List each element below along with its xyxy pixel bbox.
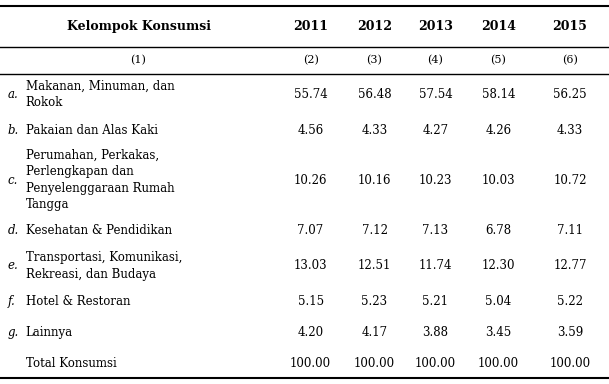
Text: (3): (3) <box>367 55 382 66</box>
Text: Kelompok Konsumsi: Kelompok Konsumsi <box>66 20 211 33</box>
Text: Perumahan, Perkakas,
Perlengkapan dan
Penyelenggaraan Rumah
Tangga: Perumahan, Perkakas, Perlengkapan dan Pe… <box>26 149 174 212</box>
Text: 5.21: 5.21 <box>423 295 448 308</box>
Text: 11.74: 11.74 <box>418 260 452 273</box>
Text: 2012: 2012 <box>357 20 392 33</box>
Text: 5.22: 5.22 <box>557 295 583 308</box>
Text: 100.00: 100.00 <box>354 357 395 370</box>
Text: 56.48: 56.48 <box>357 88 392 101</box>
Text: b.: b. <box>7 124 18 137</box>
Text: 2011: 2011 <box>293 20 328 33</box>
Text: (1): (1) <box>130 55 147 66</box>
Text: 100.00: 100.00 <box>290 357 331 370</box>
Text: 5.15: 5.15 <box>298 295 323 308</box>
Text: 3.59: 3.59 <box>557 326 583 339</box>
Text: 12.77: 12.77 <box>553 260 587 273</box>
Text: 2014: 2014 <box>481 20 516 33</box>
Text: 4.33: 4.33 <box>557 124 583 137</box>
Text: a.: a. <box>7 88 18 101</box>
Text: d.: d. <box>7 224 18 237</box>
Text: 13.03: 13.03 <box>294 260 328 273</box>
Text: 100.00: 100.00 <box>478 357 519 370</box>
Text: 3.45: 3.45 <box>485 326 512 339</box>
Text: 7.12: 7.12 <box>362 224 387 237</box>
Text: 4.20: 4.20 <box>298 326 323 339</box>
Text: 58.14: 58.14 <box>482 88 515 101</box>
Text: Transportasi, Komunikasi,
Rekreasi, dan Budaya: Transportasi, Komunikasi, Rekreasi, dan … <box>26 251 182 281</box>
Text: Pakaian dan Alas Kaki: Pakaian dan Alas Kaki <box>26 124 158 137</box>
Text: Makanan, Minuman, dan
Rokok: Makanan, Minuman, dan Rokok <box>26 79 174 109</box>
Text: 4.56: 4.56 <box>297 124 324 137</box>
Text: 4.17: 4.17 <box>362 326 387 339</box>
Text: (6): (6) <box>562 55 578 66</box>
Text: 10.72: 10.72 <box>553 174 587 187</box>
Text: 10.23: 10.23 <box>418 174 452 187</box>
Text: 100.00: 100.00 <box>549 357 591 370</box>
Text: (2): (2) <box>303 55 319 66</box>
Text: 4.27: 4.27 <box>423 124 448 137</box>
Text: Kesehatan & Pendidikan: Kesehatan & Pendidikan <box>26 224 172 237</box>
Text: 6.78: 6.78 <box>485 224 512 237</box>
Text: 2013: 2013 <box>418 20 453 33</box>
Text: Hotel & Restoran: Hotel & Restoran <box>26 295 130 308</box>
Text: e.: e. <box>7 260 18 273</box>
Text: 10.26: 10.26 <box>294 174 328 187</box>
Text: 10.16: 10.16 <box>357 174 392 187</box>
Text: 12.30: 12.30 <box>482 260 515 273</box>
Text: 2015: 2015 <box>552 20 588 33</box>
Text: 3.88: 3.88 <box>423 326 448 339</box>
Text: 55.74: 55.74 <box>294 88 328 101</box>
Text: 5.04: 5.04 <box>485 295 512 308</box>
Text: 100.00: 100.00 <box>415 357 456 370</box>
Text: 4.33: 4.33 <box>361 124 388 137</box>
Text: (4): (4) <box>428 55 443 66</box>
Text: 57.54: 57.54 <box>418 88 452 101</box>
Text: 7.13: 7.13 <box>423 224 448 237</box>
Text: 7.07: 7.07 <box>297 224 324 237</box>
Text: 56.25: 56.25 <box>553 88 587 101</box>
Text: g.: g. <box>7 326 18 339</box>
Text: Total Konsumsi: Total Konsumsi <box>26 357 116 370</box>
Text: 12.51: 12.51 <box>358 260 391 273</box>
Text: 7.11: 7.11 <box>557 224 583 237</box>
Text: f.: f. <box>7 295 15 308</box>
Text: (5): (5) <box>490 55 507 66</box>
Text: 10.03: 10.03 <box>482 174 515 187</box>
Text: c.: c. <box>7 174 18 187</box>
Text: Lainnya: Lainnya <box>26 326 72 339</box>
Text: 4.26: 4.26 <box>485 124 512 137</box>
Text: 5.23: 5.23 <box>362 295 387 308</box>
